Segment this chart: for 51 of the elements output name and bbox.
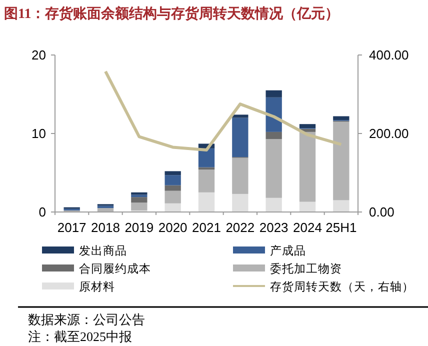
bar — [164, 190, 181, 204]
bar — [198, 192, 215, 212]
bar — [198, 170, 215, 192]
bar — [299, 202, 316, 212]
legend-label: 合同履约成本 — [79, 262, 151, 276]
bar — [333, 116, 350, 120]
bar — [266, 138, 282, 198]
bar — [131, 194, 148, 198]
bar — [232, 114, 248, 118]
bar — [266, 198, 282, 212]
bar — [232, 118, 248, 158]
bar — [97, 206, 114, 208]
bar — [131, 197, 148, 203]
source-note: 数据来源：公司公告 — [28, 312, 145, 327]
x-tick-label: 2024 — [293, 220, 322, 235]
legend-label: 原材料 — [79, 280, 115, 294]
bar — [164, 171, 181, 176]
y-tick-label: 10 — [32, 126, 46, 141]
bar — [333, 200, 350, 212]
x-tick-label: 25H1 — [326, 220, 357, 235]
x-tick-label: 2023 — [259, 220, 288, 235]
bar — [164, 203, 181, 212]
bar — [232, 158, 248, 194]
bar — [164, 175, 181, 186]
x-tick-label: 2018 — [91, 220, 120, 235]
bar — [164, 185, 181, 191]
y2-tick-label: 0.00 — [369, 204, 394, 220]
x-tick-label: 2019 — [124, 220, 154, 235]
legend-label: 产成品 — [270, 244, 306, 258]
x-tick-label: 2021 — [192, 220, 221, 235]
bar — [232, 194, 248, 212]
bar — [198, 148, 215, 168]
y2-tick-label: 200.00 — [369, 126, 409, 141]
bar — [266, 90, 282, 98]
legend-label: 发出商品 — [79, 244, 127, 258]
y2-tick-label: 400.00 — [369, 48, 409, 62]
y-tick-label: 20 — [32, 48, 46, 62]
legend-label: 委托加工物资 — [270, 262, 342, 276]
chart-title: 图11：存货账面余额结构与存货周转天数情况（亿元） — [4, 5, 340, 22]
x-tick-label: 2020 — [158, 220, 188, 235]
x-tick-label: 2022 — [226, 220, 255, 235]
bar — [266, 132, 282, 139]
bar — [299, 124, 316, 128]
legend-label: 存货周转天数（天，右轴） — [270, 280, 414, 294]
bar — [333, 122, 350, 200]
line-series — [104, 70, 343, 152]
y-tick-label: 0 — [38, 204, 46, 220]
bar — [299, 132, 316, 202]
bar — [131, 202, 148, 210]
x-tick-label: 2017 — [57, 220, 86, 235]
text: 注：截至2025中报 — [28, 329, 132, 344]
